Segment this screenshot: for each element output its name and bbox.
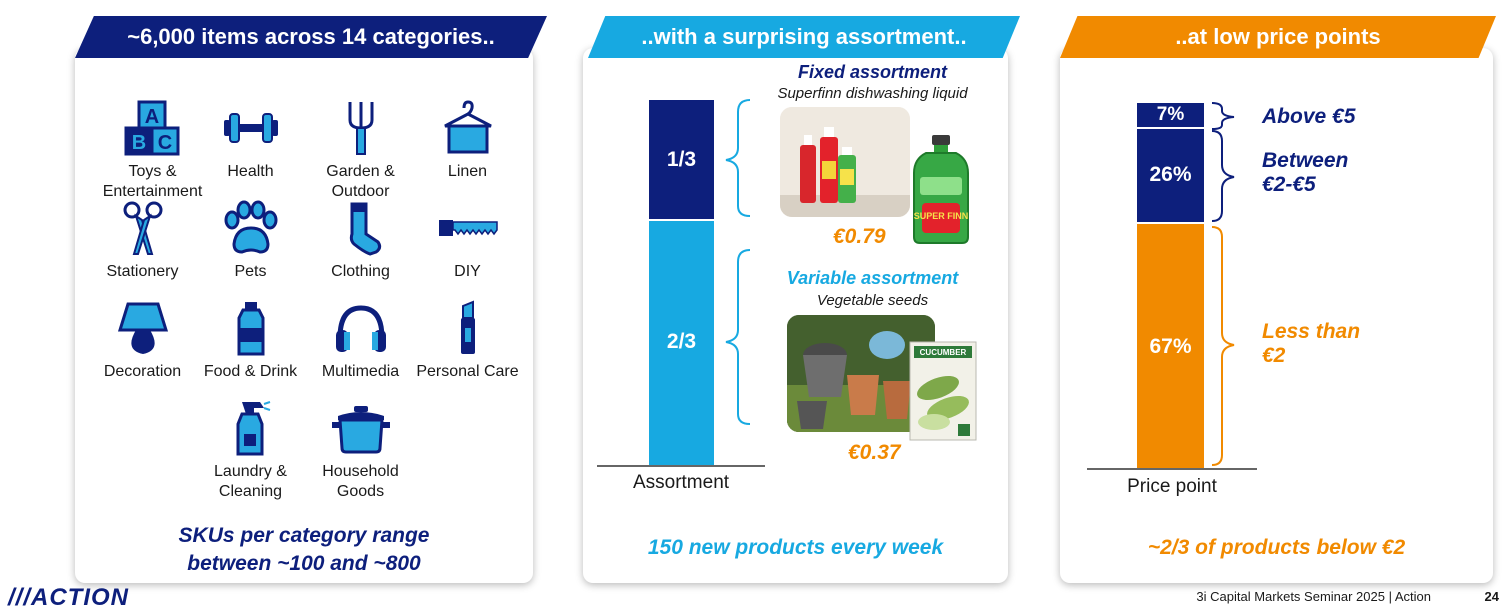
- fixed-assortment-title: Fixed assortment: [797, 62, 948, 82]
- footer-text: 3i Capital Markets Seminar 2025 | Action: [1196, 589, 1431, 604]
- dishwashing-photo: [780, 107, 910, 217]
- variable-assortment-subtitle: Vegetable seeds: [816, 292, 929, 309]
- action-logo: ///ACTION: [8, 584, 129, 611]
- sku-range-line2: between ~100 and ~800: [187, 552, 421, 575]
- bottle-icon: [237, 302, 264, 356]
- above-5-pct: 7%: [1156, 104, 1185, 125]
- price-braces: [1211, 102, 1235, 466]
- lipstick-icon: [460, 300, 475, 354]
- category-toys: A B C Toys & Entertainment: [90, 100, 215, 202]
- dish-bottles-illustration: [780, 107, 910, 217]
- category-label: Household Goods: [322, 463, 399, 500]
- bottle-brand-text: SUPER FINN: [914, 211, 969, 221]
- above-5-label: Above €5: [1262, 105, 1356, 128]
- less-than-2-label: Less than €2: [1262, 320, 1361, 367]
- abc-blocks-icon: A B C: [124, 100, 179, 156]
- spray-bottle-icon: [236, 401, 270, 456]
- page-number: 24: [1484, 589, 1499, 604]
- svg-text:C: C: [157, 132, 171, 154]
- category-food: Food & Drink: [188, 300, 313, 382]
- category-decoration: Decoration: [80, 300, 205, 382]
- price-points-panel: [1060, 48, 1493, 583]
- lamp-icon: [117, 302, 168, 354]
- below-2-note: ~2/3 of products below €2: [1147, 536, 1406, 559]
- category-linen: Linen: [405, 100, 530, 182]
- less-than-2-bar: [1137, 224, 1204, 468]
- variable-share-label: 2/3: [666, 330, 697, 353]
- assortment-braces: [725, 99, 751, 425]
- assortment-banner: ..with a surprising assortment..: [588, 16, 1020, 58]
- dumbbell-icon: [223, 113, 278, 143]
- between-2-5-pct: 26%: [1149, 163, 1192, 186]
- category-label: Health: [227, 163, 274, 180]
- variable-assortment-title: Variable assortment: [786, 268, 959, 288]
- superfinn-bottle-icon: SUPER FINN: [913, 135, 969, 244]
- sku-range-line1: SKUs per category range: [178, 524, 430, 547]
- variable-assortment-bar: [649, 221, 714, 465]
- category-label: Toys & Entertainment: [102, 163, 203, 200]
- price-axis-line: [1087, 468, 1257, 470]
- categories-banner: ~6,000 items across 14 categories..: [75, 16, 547, 58]
- variable-price: €0.37: [848, 441, 901, 464]
- fixed-assortment-subtitle: Superfinn dishwashing liquid: [777, 85, 968, 102]
- category-stationery: Stationery: [80, 200, 205, 282]
- category-label: Pets: [234, 263, 267, 280]
- garden-fork-icon: [348, 102, 373, 155]
- fixed-assortment-bar: [649, 100, 714, 219]
- category-laundry: Laundry & Cleaning: [188, 400, 313, 502]
- assortment-axis-line: [597, 465, 765, 467]
- saw-icon: [438, 220, 498, 236]
- category-multimedia: Multimedia: [298, 300, 423, 382]
- category-label: Multimedia: [321, 363, 400, 380]
- fixed-share-label: 1/3: [666, 148, 697, 171]
- category-label: Decoration: [103, 363, 182, 380]
- category-label: Laundry & Cleaning: [214, 463, 287, 500]
- cooking-pot-icon: [331, 406, 390, 454]
- category-garden: Garden & Outdoor: [298, 100, 423, 202]
- category-household: Household Goods: [298, 400, 423, 502]
- category-diy: DIY: [405, 200, 530, 282]
- category-label: Personal Care: [416, 363, 519, 380]
- svg-text:B: B: [131, 132, 145, 154]
- category-label: DIY: [454, 263, 481, 280]
- less-than-2-pct: 67%: [1149, 335, 1192, 358]
- towel-hanger-icon: [443, 100, 492, 154]
- paw-icon: [224, 200, 277, 254]
- svg-text:A: A: [144, 106, 158, 128]
- category-label: Garden & Outdoor: [326, 163, 395, 200]
- category-label: Stationery: [106, 263, 179, 280]
- category-pets: Pets: [188, 200, 313, 282]
- category-health: Health: [188, 100, 313, 182]
- seed-pack-text: CUCUMBER: [920, 348, 967, 357]
- headphones-icon: [335, 305, 386, 352]
- assortment-axis-label: Assortment: [632, 472, 730, 493]
- sock-icon: [349, 202, 381, 256]
- sku-range-note: SKUs per category range between ~100 and…: [85, 522, 523, 578]
- category-label: Linen: [447, 163, 488, 180]
- fixed-price: €0.79: [833, 225, 886, 248]
- price-axis-label: Price point: [1127, 476, 1217, 497]
- category-clothing: Clothing: [298, 200, 423, 282]
- category-label: Food & Drink: [203, 363, 298, 380]
- scissors-icon: [123, 201, 162, 255]
- category-personal-care: Personal Care: [405, 300, 530, 382]
- between-2-5-label: Between €2-€5: [1262, 149, 1349, 196]
- above-5-bar: [1137, 103, 1204, 127]
- category-label: Clothing: [331, 263, 390, 280]
- price-points-banner: ..at low price points: [1060, 16, 1496, 58]
- new-products-note: 150 new products every week: [647, 536, 944, 559]
- between-2-5-bar: [1137, 129, 1204, 222]
- cucumber-seed-packet-icon: CUCUMBER: [909, 341, 977, 441]
